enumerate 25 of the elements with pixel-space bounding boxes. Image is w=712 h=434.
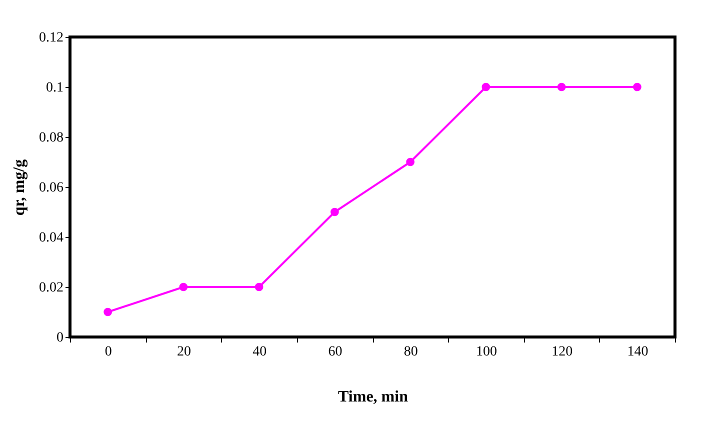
x-axis-title: Time, min	[338, 388, 408, 406]
point	[179, 282, 188, 292]
x-tick-label: 60	[328, 344, 342, 360]
y-tick-label: 0.04	[39, 230, 64, 246]
point	[406, 158, 414, 166]
point	[104, 308, 112, 316]
point	[633, 82, 642, 92]
x-tick-label: 40	[252, 344, 267, 360]
y-tick-label: 0.1	[46, 80, 64, 96]
y-tick-label: 0.12	[39, 30, 64, 46]
point	[330, 208, 339, 216]
y-axis-title: qr, mg/g	[11, 159, 28, 216]
y-tick-label: 0.08	[39, 130, 64, 146]
x-tick-label: 20	[176, 344, 191, 360]
y-tick-label: 0.06	[39, 180, 64, 196]
point	[557, 82, 566, 92]
x-tick-label: 140	[627, 344, 648, 360]
x-tick-label: 100	[476, 344, 497, 360]
y-tick-label: 0.02	[39, 280, 64, 296]
point	[482, 82, 490, 92]
x-tick-label: 120	[552, 344, 573, 360]
point	[254, 282, 264, 292]
x-tick-label: 0	[104, 344, 112, 360]
y-tick-label: 0	[56, 330, 64, 346]
x-tick-label: 80	[404, 344, 418, 360]
